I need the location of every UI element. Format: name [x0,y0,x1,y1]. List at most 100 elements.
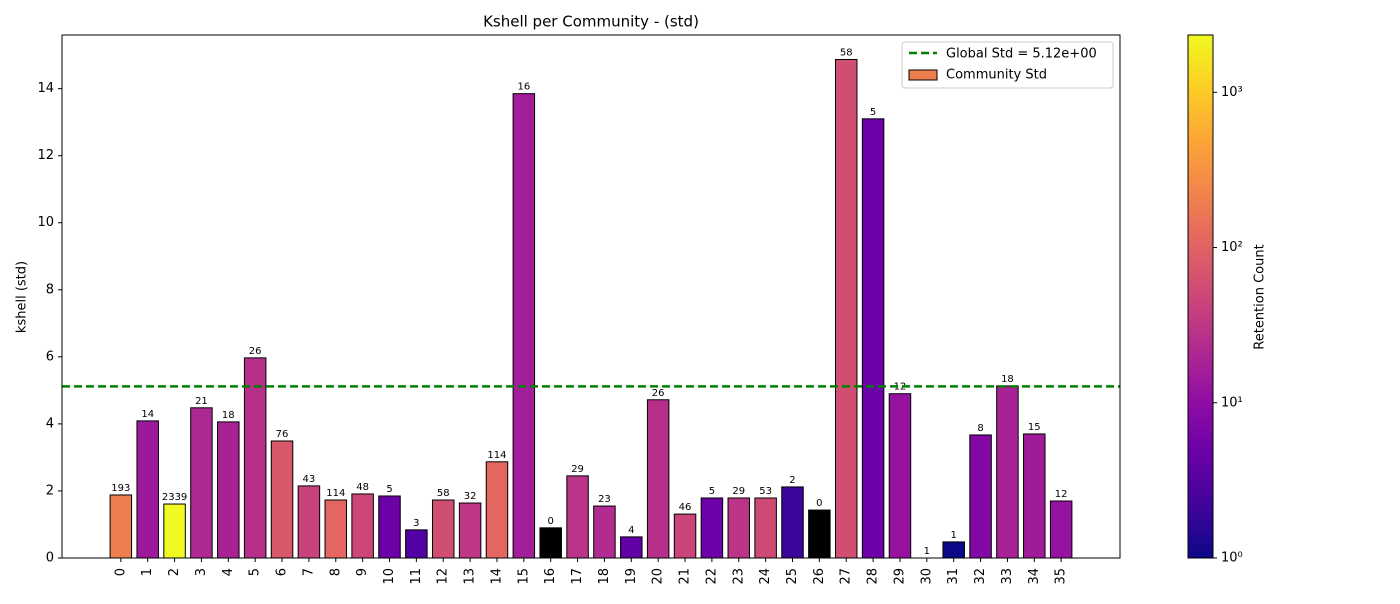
count-label: 48 [356,482,369,493]
x-tick-label: 15 [516,568,531,585]
y-tick-label: 6 [46,349,54,364]
x-tick-label: 23 [731,568,746,585]
bar [566,475,589,559]
count-label: 53 [759,486,772,497]
x-tick-label: 26 [812,568,827,585]
colorbar [1187,34,1214,559]
count-label: 114 [326,488,345,499]
bar [378,495,401,559]
x-tick-label: 7 [301,568,316,576]
count-label: 12 [1055,489,1068,500]
bar [539,527,562,559]
bar [297,485,321,559]
x-tick-label: 31 [946,568,961,585]
x-tick-label: 11 [409,568,424,585]
x-tick-label: 30 [919,568,934,585]
bar [834,58,858,559]
count-label: 76 [276,429,289,440]
x-tick-label: 28 [866,568,881,585]
count-label: 18 [222,410,235,421]
x-tick-label: 29 [892,568,907,585]
x-tick-label: 19 [624,568,639,585]
x-tick-label: 25 [785,568,800,585]
x-tick-label: 3 [194,568,209,576]
count-label: 58 [437,488,450,499]
count-label: 8 [977,423,983,434]
count-label: 26 [652,388,665,399]
count-label: 29 [732,486,745,497]
count-label: 43 [303,474,316,485]
bar [163,503,186,559]
count-label: 5 [386,484,392,495]
bar [781,486,804,559]
bar [351,493,374,559]
count-label: 2339 [162,492,187,503]
plot-frame [61,34,1121,559]
bar [136,420,159,559]
count-label: 29 [571,464,584,475]
x-tick-label: 2 [167,568,182,576]
x-tick-label: 9 [355,568,370,576]
legend-swatch [908,69,938,81]
y-axis-label: kshell (std) [15,261,30,333]
count-label: 18 [1001,374,1014,385]
bar [1049,500,1073,559]
legend-box [901,41,1114,89]
bar [270,440,294,559]
count-label: 46 [679,502,692,513]
count-label: 14 [141,409,154,420]
count-label: 114 [487,450,506,461]
bar [217,421,240,559]
bar [324,499,348,559]
colorbar-tick-label: 10⁰ [1221,551,1243,566]
x-tick-label: 34 [1027,568,1042,585]
bar [620,536,643,559]
y-tick-label: 12 [37,148,54,163]
count-label: 58 [840,47,853,58]
x-tick-label: 10 [382,568,397,585]
bar [485,461,509,559]
count-label: 16 [517,82,530,93]
count-label: 4 [628,525,634,536]
count-label: 193 [111,483,130,494]
bar [458,502,482,559]
count-label: 1 [924,546,930,557]
count-label: 32 [464,491,477,502]
bar [646,399,670,559]
x-tick-label: 14 [489,568,504,585]
x-tick-label: 27 [839,568,854,585]
y-tick-label: 0 [46,551,54,566]
bar [405,529,428,559]
y-tick-label: 10 [37,215,54,230]
x-tick-label: 33 [1000,568,1015,585]
bar [1023,433,1046,559]
count-label: 5 [870,107,876,118]
bar [243,357,267,559]
x-tick-label: 1 [140,568,155,576]
count-label: 5 [709,486,715,497]
x-tick-label: 6 [275,568,290,576]
bar [109,494,133,559]
bar [727,497,751,559]
legend-label: Community Std [946,68,1047,83]
count-label: 0 [548,516,554,527]
bar [996,385,1019,559]
count-label: 0 [816,498,822,509]
count-label: 26 [249,346,262,357]
x-tick-label: 12 [436,568,451,585]
x-tick-label: 17 [570,568,585,585]
x-tick-label: 20 [651,568,666,585]
colorbar-tick-label: 10³ [1221,85,1243,100]
y-tick-label: 8 [46,282,54,297]
x-tick-label: 5 [248,568,263,576]
bar [431,499,455,559]
bar [754,497,777,559]
x-tick-label: 21 [678,568,693,585]
bar [969,434,992,559]
x-tick-label: 4 [221,568,236,576]
count-label: 2 [789,475,795,486]
legend-label: Global Std = 5.12e+00 [946,47,1097,62]
x-tick-label: 0 [113,568,128,576]
x-tick-label: 18 [597,568,612,585]
